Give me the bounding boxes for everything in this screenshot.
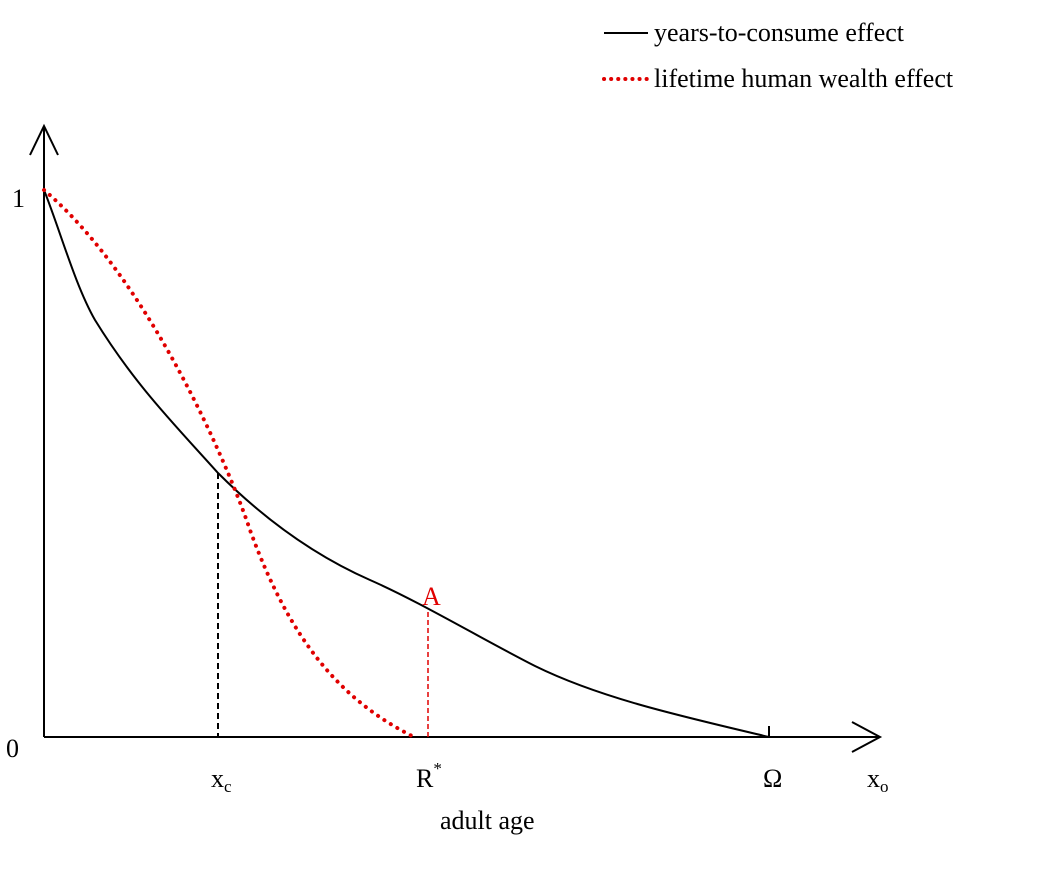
lifetime-human-wealth-curve — [42, 188, 416, 739]
tick-label-xo: xo — [867, 764, 889, 796]
axes — [29, 123, 883, 753]
tick-label-xc: xc — [211, 764, 232, 796]
origin-label: 0 — [6, 734, 19, 763]
legend-label-years-to-consume: years-to-consume effect — [654, 18, 905, 47]
years-to-consume-curve — [43, 189, 770, 738]
x-axis-title: adult age — [440, 806, 535, 835]
y-axis-arrowhead — [29, 123, 59, 156]
legend: years-to-consume effect lifetime human w… — [602, 18, 954, 93]
point-a-label: A — [422, 582, 441, 611]
y-axis-one-label: 1 — [12, 184, 25, 213]
x-axis-arrowhead — [851, 721, 883, 753]
legend-label-lifetime-human-wealth: lifetime human wealth effect — [654, 64, 954, 93]
tick-label-omega: Ω — [763, 764, 782, 793]
tick-label-rstar: R* — [416, 759, 442, 793]
